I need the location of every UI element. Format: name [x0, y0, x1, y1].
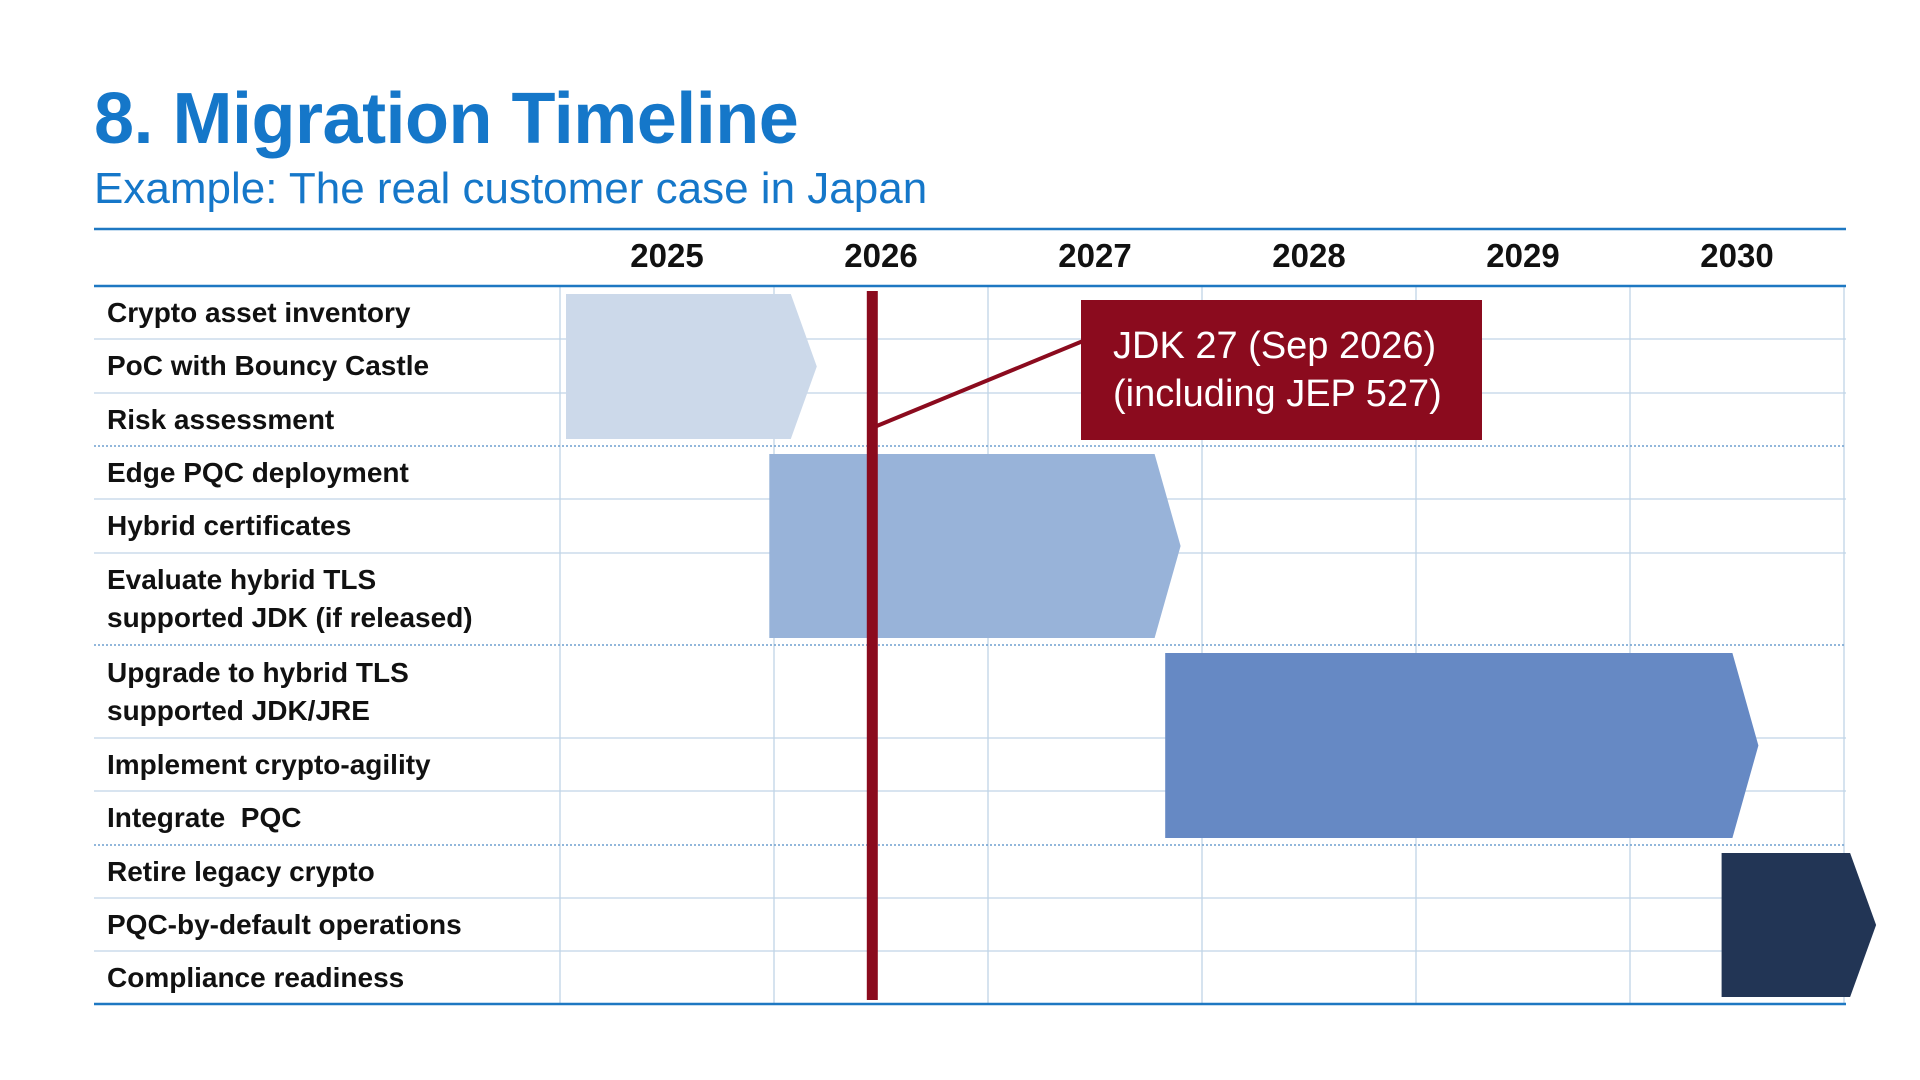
task-label: Integrate PQC: [107, 802, 302, 833]
year-label-2026: 2026: [844, 237, 918, 274]
task-label: Crypto asset inventory: [107, 296, 411, 328]
page-title: 8. Migration Timeline: [94, 79, 799, 159]
callout-line-2: (including JEP 527): [1113, 373, 1442, 415]
task-label: Retire legacy crypto: [107, 855, 375, 887]
phase-arrow-4: [1721, 853, 1877, 997]
page-subtitle: Example: The real customer case in Japan: [94, 164, 928, 213]
task-label: Compliance readiness: [107, 961, 405, 993]
phase-arrow-1: [566, 294, 817, 439]
task-label: Hybrid certificates: [107, 510, 352, 541]
year-label-2029: 2029: [1486, 237, 1560, 274]
year-label-2030: 2030: [1700, 237, 1774, 274]
year-label-2027: 2027: [1058, 237, 1132, 274]
task-label: PoC with Bouncy Castle: [107, 350, 430, 381]
year-label-2028: 2028: [1272, 237, 1346, 274]
jdk27-callout: JDK 27 (Sep 2026) (including JEP 527): [1081, 300, 1482, 440]
task-label: Evaluate hybrid TLS supported JDK (if re…: [107, 564, 473, 633]
callout-line-1: JDK 27 (Sep 2026): [1113, 325, 1437, 367]
task-label: Risk assessment: [107, 403, 335, 435]
phase-arrow-3: [1165, 653, 1759, 838]
task-label: Implement crypto-agility: [107, 748, 431, 780]
task-label: Edge PQC deployment: [107, 456, 409, 488]
task-label: Upgrade to hybrid TLS supported JDK/JRE: [107, 656, 409, 726]
task-label: PQC-by-default operations: [107, 908, 462, 940]
phase-arrow-2: [769, 454, 1181, 638]
callout-leader-line: [873, 339, 1084, 429]
year-label-2025: 2025: [630, 237, 704, 274]
